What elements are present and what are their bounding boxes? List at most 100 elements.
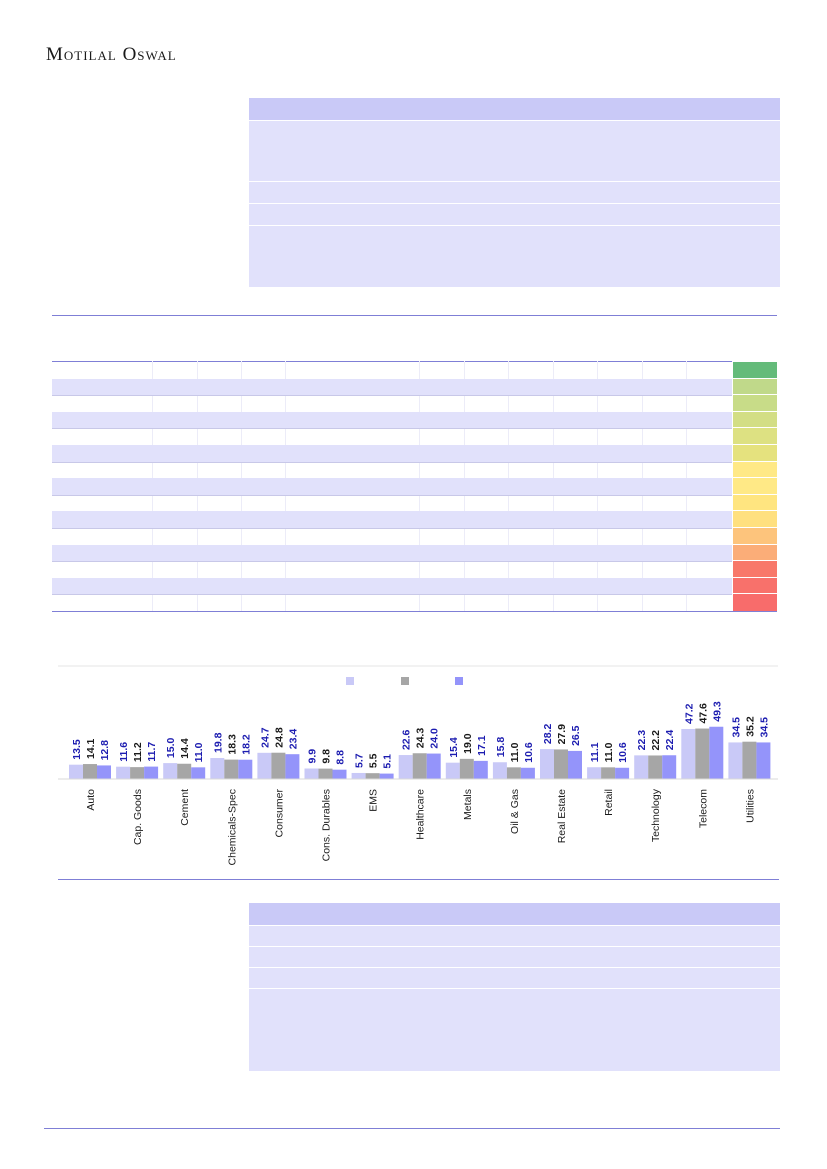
- data-label: 5.1: [382, 754, 394, 769]
- data-label: 34.5: [730, 717, 742, 738]
- table-row: [52, 428, 732, 446]
- bar: [568, 750, 582, 779]
- top-info-panel: [249, 98, 780, 287]
- data-label: 24.3: [415, 728, 427, 749]
- table-row: [52, 577, 732, 596]
- valuation-table: [52, 361, 777, 612]
- table-row: [52, 362, 732, 380]
- data-label: 10.6: [617, 742, 629, 763]
- bar: [285, 754, 300, 779]
- top-panel-row: [249, 203, 780, 225]
- bar: [695, 728, 710, 779]
- data-label: 13.5: [71, 739, 83, 760]
- category-label: Technology: [650, 788, 662, 842]
- data-label: 22.6: [401, 729, 413, 750]
- bottom-panel-header: [249, 903, 780, 925]
- table-row: [52, 561, 732, 579]
- data-label: 8.8: [335, 750, 347, 765]
- data-label: 34.5: [758, 717, 770, 738]
- bar: [365, 773, 380, 779]
- bar: [601, 767, 616, 779]
- data-label: 47.6: [697, 703, 709, 724]
- bar: [83, 764, 97, 779]
- heatmap-cell: [733, 444, 777, 462]
- top-panel-header: [249, 98, 780, 120]
- bar: [97, 765, 111, 779]
- bar: [379, 773, 394, 779]
- data-label: 11.6: [118, 742, 130, 762]
- heatmap-cell: [733, 361, 777, 379]
- bar: [271, 752, 286, 779]
- heatmap-cell: [733, 576, 777, 595]
- chart-category-labels: Auto Cap. Goods Cement Chemicals-Spec Consum…: [85, 788, 756, 865]
- bottom-info-panel: [249, 903, 780, 1071]
- data-label: 11.0: [193, 742, 205, 762]
- bar: [144, 766, 159, 779]
- data-label: 26.5: [570, 725, 582, 746]
- category-label: Utilities: [744, 789, 756, 823]
- bar: [191, 767, 206, 779]
- bar: [304, 768, 319, 779]
- bar: [210, 758, 225, 779]
- top-panel-row: [249, 181, 780, 203]
- heatmap-cell: [733, 527, 777, 545]
- data-label: 11.0: [603, 742, 615, 762]
- data-label: 22.4: [664, 730, 676, 751]
- data-label: 49.3: [711, 701, 723, 722]
- bar: [130, 767, 145, 779]
- bar: [426, 753, 441, 779]
- heatmap-cell: [733, 394, 777, 412]
- data-label: 5.7: [354, 753, 366, 768]
- legend-swatch: [346, 677, 354, 685]
- data-label: 27.9: [556, 724, 568, 745]
- bar: [69, 764, 83, 779]
- data-label: 15.8: [495, 737, 507, 758]
- bar: [756, 742, 771, 779]
- table-row: [52, 511, 732, 529]
- bar: [445, 762, 460, 779]
- category-label: Telecom: [697, 789, 709, 828]
- legend-swatch: [401, 677, 409, 685]
- data-label: 9.9: [307, 749, 319, 764]
- data-label: 10.6: [523, 742, 535, 763]
- category-label: Retail: [603, 789, 615, 816]
- data-label: 24.0: [429, 728, 441, 749]
- category-label: Cons. Durables: [321, 789, 333, 861]
- bar: [634, 755, 649, 779]
- bar: [459, 758, 474, 779]
- data-label: 24.8: [273, 727, 285, 748]
- bar: [587, 767, 602, 779]
- heatmap-cell: [733, 460, 777, 479]
- bar: [662, 755, 677, 779]
- category-label: Metals: [462, 789, 474, 820]
- data-label: 47.2: [683, 703, 695, 724]
- heatmap-cell: [733, 543, 777, 562]
- heatmap-cell: [733, 493, 777, 512]
- bar: [681, 728, 696, 779]
- legend-swatch: [455, 677, 463, 685]
- data-label: 18.2: [240, 734, 252, 755]
- bar: [318, 768, 333, 779]
- data-label: 5.5: [368, 753, 380, 768]
- data-label: 15.4: [448, 737, 460, 758]
- heatmap-cell: [733, 477, 777, 495]
- bar: [728, 742, 743, 779]
- data-label: 11.7: [146, 742, 158, 762]
- bar: [177, 763, 192, 779]
- bar: [540, 749, 554, 779]
- table-top-rule: [52, 361, 732, 362]
- bar-chart: 13.5 14.1 12.8 11.6 11.2 11.7 15.0 14.4 11.0 19.8…: [58, 665, 778, 865]
- data-label: 19.0: [462, 733, 474, 754]
- bottom-panel-row: [249, 946, 780, 967]
- section-divider: [52, 315, 777, 316]
- bar: [332, 769, 347, 779]
- bar: [648, 755, 663, 779]
- bar: [238, 759, 253, 779]
- bottom-panel-row: [249, 988, 780, 1071]
- bar: [520, 767, 535, 779]
- data-label: 28.2: [542, 724, 554, 745]
- bottom-panel-row: [249, 967, 780, 988]
- data-label: 22.2: [650, 730, 662, 751]
- table-row: [52, 528, 732, 546]
- data-label: 11.2: [132, 742, 144, 762]
